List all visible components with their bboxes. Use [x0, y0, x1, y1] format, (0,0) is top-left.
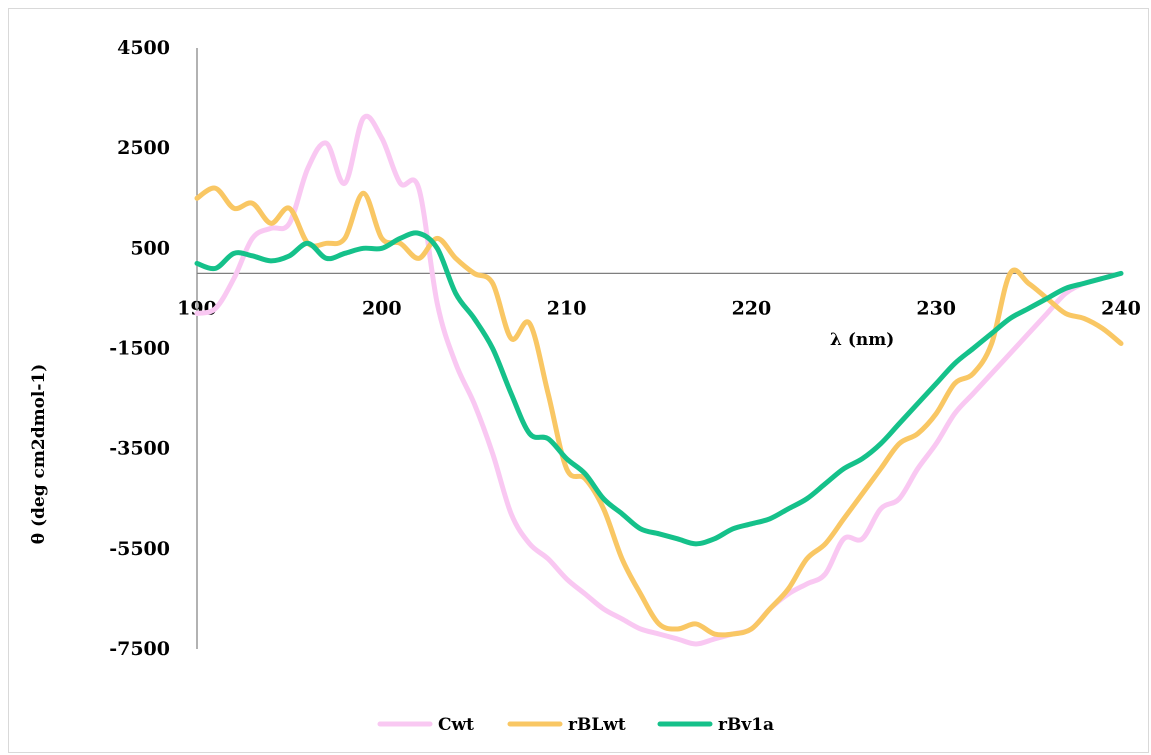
series-lines [194, 113, 1124, 647]
y-tick-label: 4500 [117, 37, 170, 59]
y-tick-label: -1500 [109, 338, 170, 360]
series-line-rbv1a [194, 230, 1124, 547]
y-tick-label: 2500 [117, 137, 170, 159]
legend-item-rblwt: rBLwt [507, 715, 626, 735]
x-tick-label: 240 [1101, 297, 1141, 319]
legend-label: Cwt [438, 715, 474, 735]
legend: Cwt rBLwt rBv1a [377, 715, 774, 735]
series-line-rblwt [194, 185, 1124, 638]
x-axis-title: λ (nm) [830, 330, 894, 350]
series-line-cwt [194, 113, 1124, 647]
y-tick-label: -3500 [109, 438, 170, 460]
legend-item-rbv1a: rBv1a [657, 715, 774, 735]
y-tick-labels: 4500 2500 500 -1500 -3500 -5500 -7500 [109, 37, 170, 660]
x-tick-label: 200 [362, 297, 402, 319]
y-axis-title: θ (deg cm2dmol-1) [29, 364, 49, 545]
legend-item-cwt: Cwt [377, 715, 474, 735]
legend-label: rBv1a [718, 715, 774, 735]
x-tick-label: 230 [916, 297, 956, 319]
x-tick-label: 210 [547, 297, 587, 319]
x-tick-label: 220 [732, 297, 772, 319]
y-tick-label: 500 [130, 237, 170, 259]
legend-label: rBLwt [568, 715, 626, 735]
y-tick-label: -7500 [109, 638, 170, 660]
y-tick-label: -5500 [109, 538, 170, 560]
